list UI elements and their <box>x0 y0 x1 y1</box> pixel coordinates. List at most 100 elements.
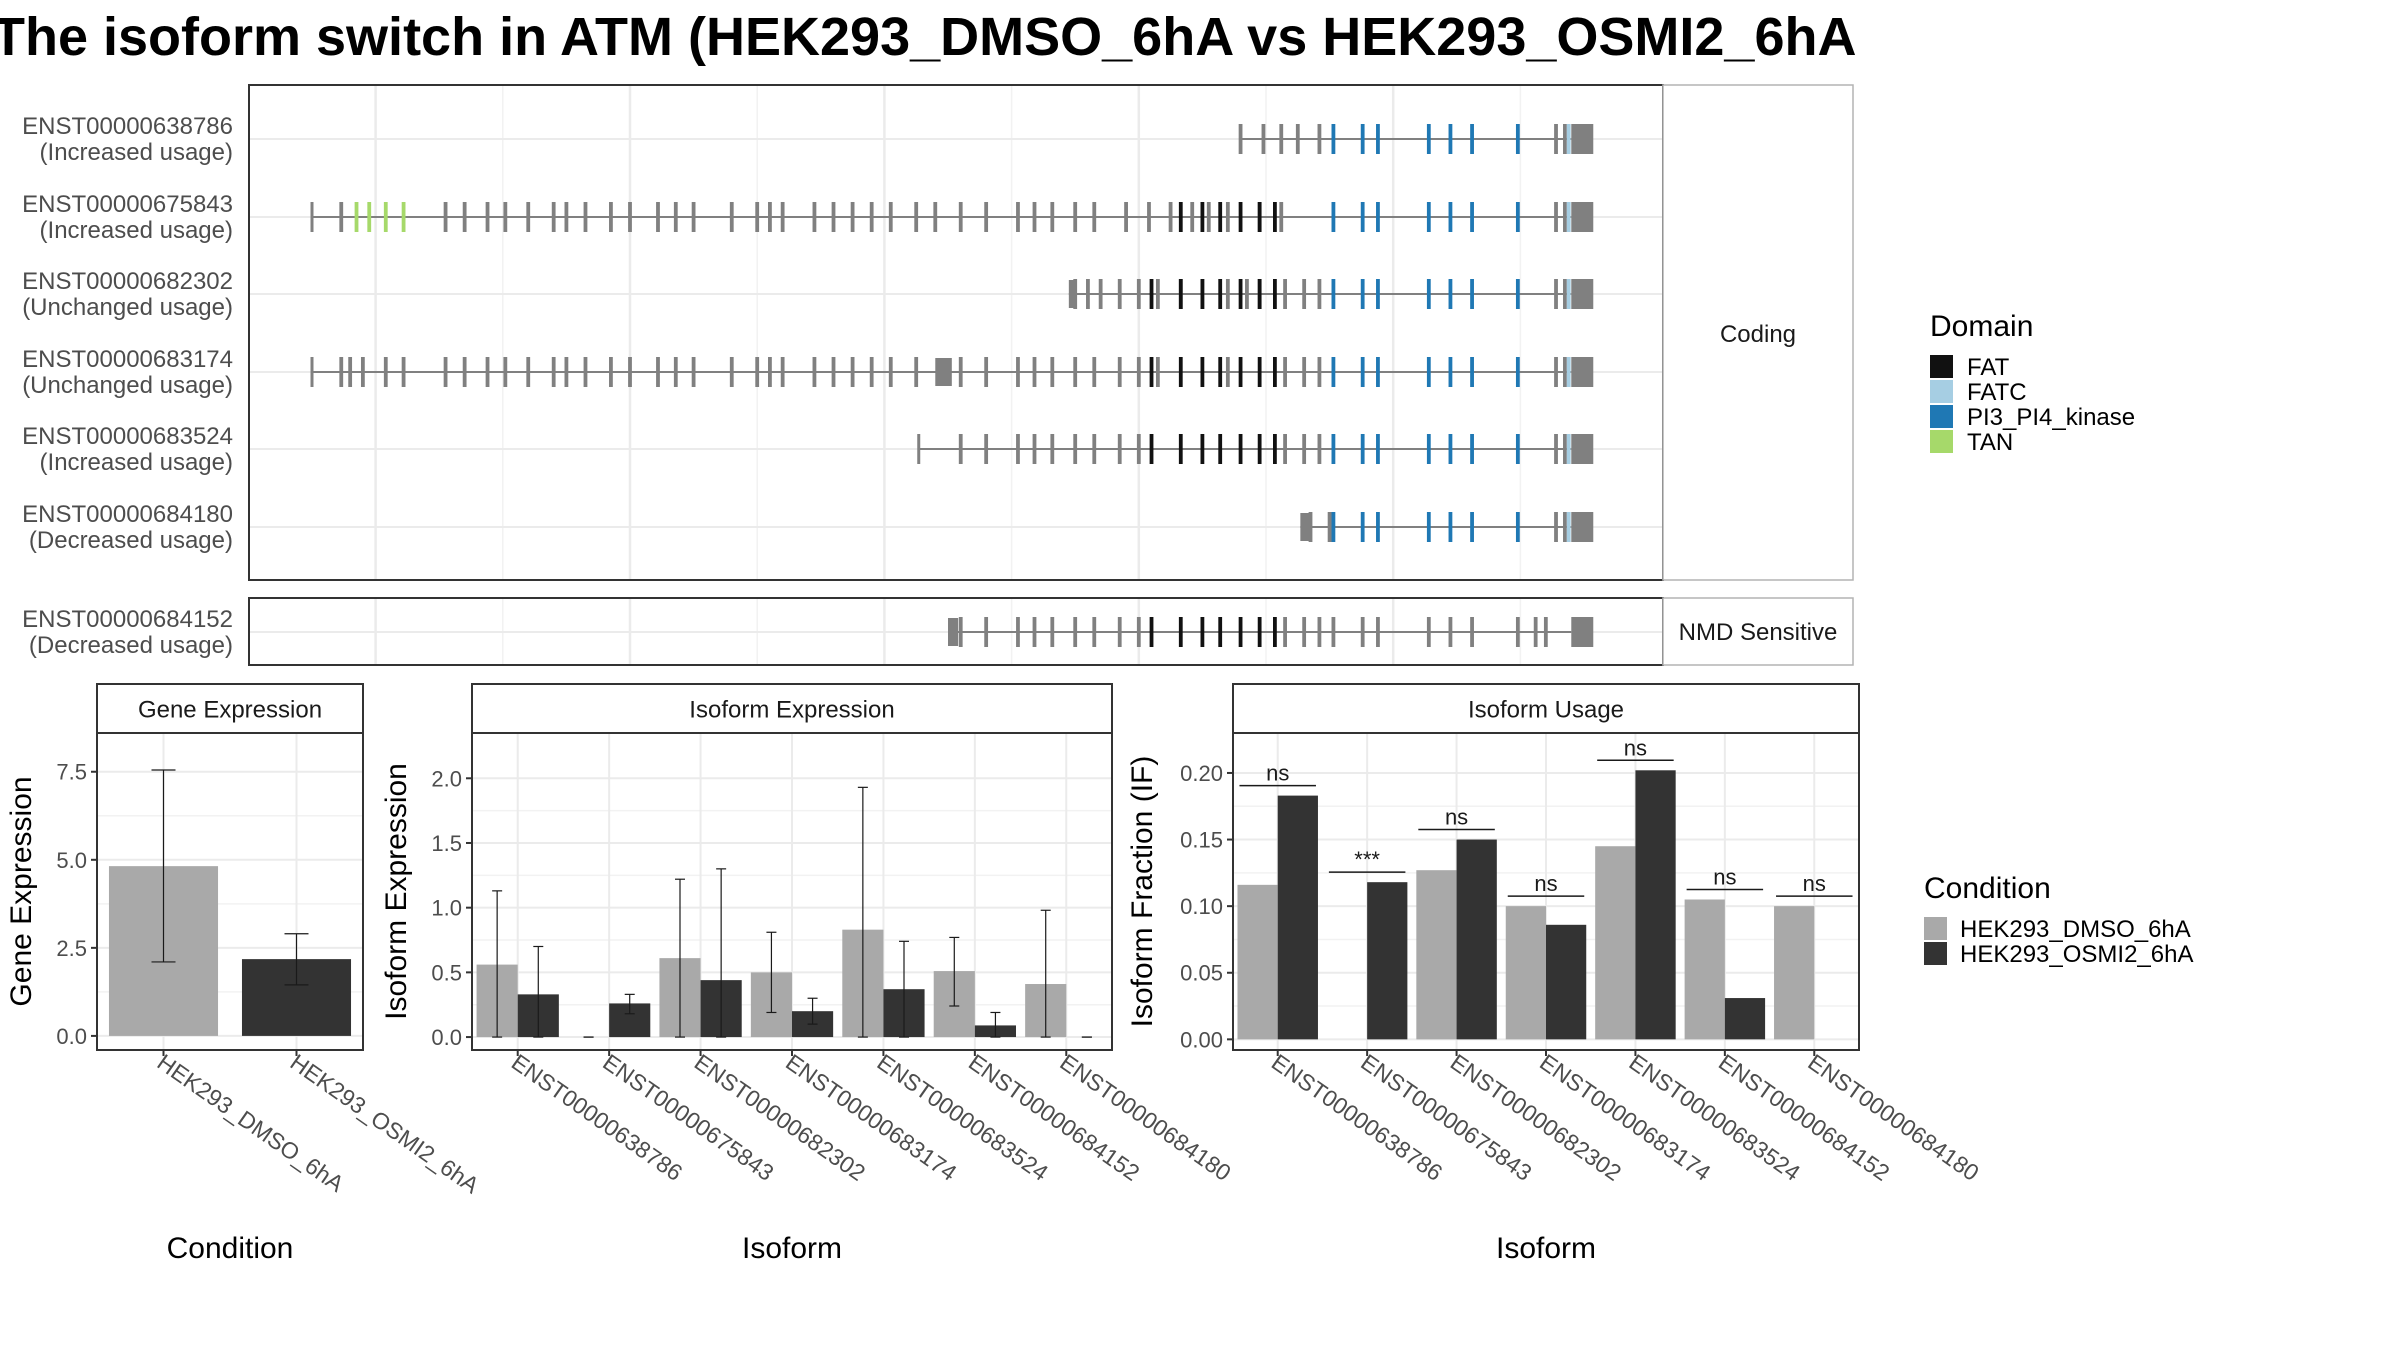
exon <box>812 357 817 387</box>
exon <box>1016 434 1020 464</box>
exon <box>984 357 989 387</box>
exon-fat-domain <box>1273 357 1277 387</box>
exon <box>958 434 963 464</box>
exon <box>1050 202 1055 232</box>
exon-fatc-domain <box>1566 357 1571 387</box>
significance-label: ns <box>1803 871 1826 896</box>
exon-kinase-domain <box>1515 512 1520 542</box>
isoform-label-id: ENST00000684180 <box>22 501 233 528</box>
exon <box>850 357 855 387</box>
isoform-label-id: ENST00000682302 <box>22 268 233 295</box>
exon-kinase-domain <box>1426 512 1431 542</box>
exon <box>583 202 588 232</box>
y-tick-label: 0.05 <box>1180 961 1223 986</box>
exon <box>526 202 531 232</box>
y-tick-label: 1.0 <box>431 896 462 921</box>
exon-fat-domain <box>1178 357 1183 387</box>
isoform-track-ENST00000638786 <box>250 124 1662 154</box>
exon <box>1302 279 1307 309</box>
exon-kinase-domain <box>1470 512 1474 542</box>
condition-legend-title: Condition <box>1924 872 2051 905</box>
exon <box>1032 617 1037 647</box>
exon <box>1302 617 1307 647</box>
exon <box>1136 279 1141 309</box>
isoform-label-usage: (Unchanged usage) <box>22 372 233 399</box>
exon <box>1225 357 1230 387</box>
exon <box>1225 279 1230 309</box>
exon-fat-domain <box>1257 279 1262 309</box>
bar <box>1546 924 1587 1040</box>
exon-kinase-domain <box>1515 434 1520 464</box>
exon-fatc-domain <box>1566 202 1571 232</box>
exon-kinase-domain <box>1448 357 1453 387</box>
exon <box>1563 202 1567 232</box>
exon <box>1563 124 1567 154</box>
exon <box>1308 512 1313 542</box>
exon-fat-domain <box>1238 434 1243 464</box>
exon <box>1206 202 1211 232</box>
y-tick-label: 5.0 <box>56 848 87 873</box>
exon <box>628 357 632 387</box>
exon <box>768 202 772 232</box>
exon-kinase-domain <box>1360 124 1365 154</box>
exon <box>1073 617 1078 647</box>
exon <box>888 202 893 232</box>
condition-legend-swatch <box>1924 942 1947 965</box>
coding-panel-tracks <box>250 124 1662 542</box>
exon <box>914 202 919 232</box>
exon-kinase-domain <box>1426 279 1431 309</box>
exon <box>958 202 963 232</box>
utr3-block <box>1571 357 1594 387</box>
exon-fat-domain <box>1257 202 1262 232</box>
domain-legend-title: Domain <box>1930 310 2033 343</box>
bar <box>1774 906 1815 1040</box>
nmd-panel-tracks <box>250 617 1662 647</box>
utr3-block <box>1571 512 1594 542</box>
exon-kinase-domain <box>1470 357 1474 387</box>
exon <box>1073 357 1078 387</box>
exon-kinase-domain <box>1331 279 1336 309</box>
x-axis-title: Isoform <box>1496 1232 1596 1265</box>
exon <box>1554 279 1558 309</box>
exon <box>1032 202 1037 232</box>
isoform-label-usage: (Increased usage) <box>40 217 233 244</box>
domain-legend-swatch <box>1930 430 1953 453</box>
exon <box>755 202 760 232</box>
exon <box>1470 617 1474 647</box>
exon <box>933 202 938 232</box>
y-tick-label: 2.5 <box>56 936 87 961</box>
exon <box>1554 434 1558 464</box>
exon-fatc-domain <box>1566 434 1571 464</box>
exon <box>768 357 772 387</box>
exon-kinase-domain <box>1470 124 1474 154</box>
exon <box>1302 357 1307 387</box>
bar <box>1367 882 1408 1040</box>
exon-fatc-domain <box>1566 512 1571 542</box>
exon <box>691 202 696 232</box>
exon-kinase-domain <box>1376 434 1380 464</box>
significance-label: ns <box>1624 735 1647 760</box>
exon-fat-domain <box>1238 202 1243 232</box>
condition-legend-label: HEK293_OSMI2_6hA <box>1960 941 2193 968</box>
y-tick-label: 0.00 <box>1180 1027 1223 1052</box>
exon <box>831 202 836 232</box>
exon <box>1331 617 1336 647</box>
exon-fat-domain <box>1257 357 1262 387</box>
y-tick-label: 0.15 <box>1180 828 1223 853</box>
exon-kinase-domain <box>1448 434 1453 464</box>
exon <box>1295 124 1300 154</box>
exon <box>1554 357 1558 387</box>
exon-fat-domain <box>1200 279 1205 309</box>
exon <box>503 202 508 232</box>
chart-strip-title: Gene Expression <box>138 697 322 724</box>
isoform-track-ENST00000684180 <box>250 512 1662 542</box>
exon-fat-domain <box>1149 617 1154 647</box>
exon-fat-domain <box>1218 617 1223 647</box>
exon <box>958 357 963 387</box>
exon <box>1124 202 1128 232</box>
exon <box>673 202 678 232</box>
exon-fat-domain <box>1200 357 1205 387</box>
exon-fat-domain <box>1238 357 1243 387</box>
significance-label: ns <box>1445 805 1468 830</box>
y-tick-label: 0.5 <box>431 960 462 985</box>
